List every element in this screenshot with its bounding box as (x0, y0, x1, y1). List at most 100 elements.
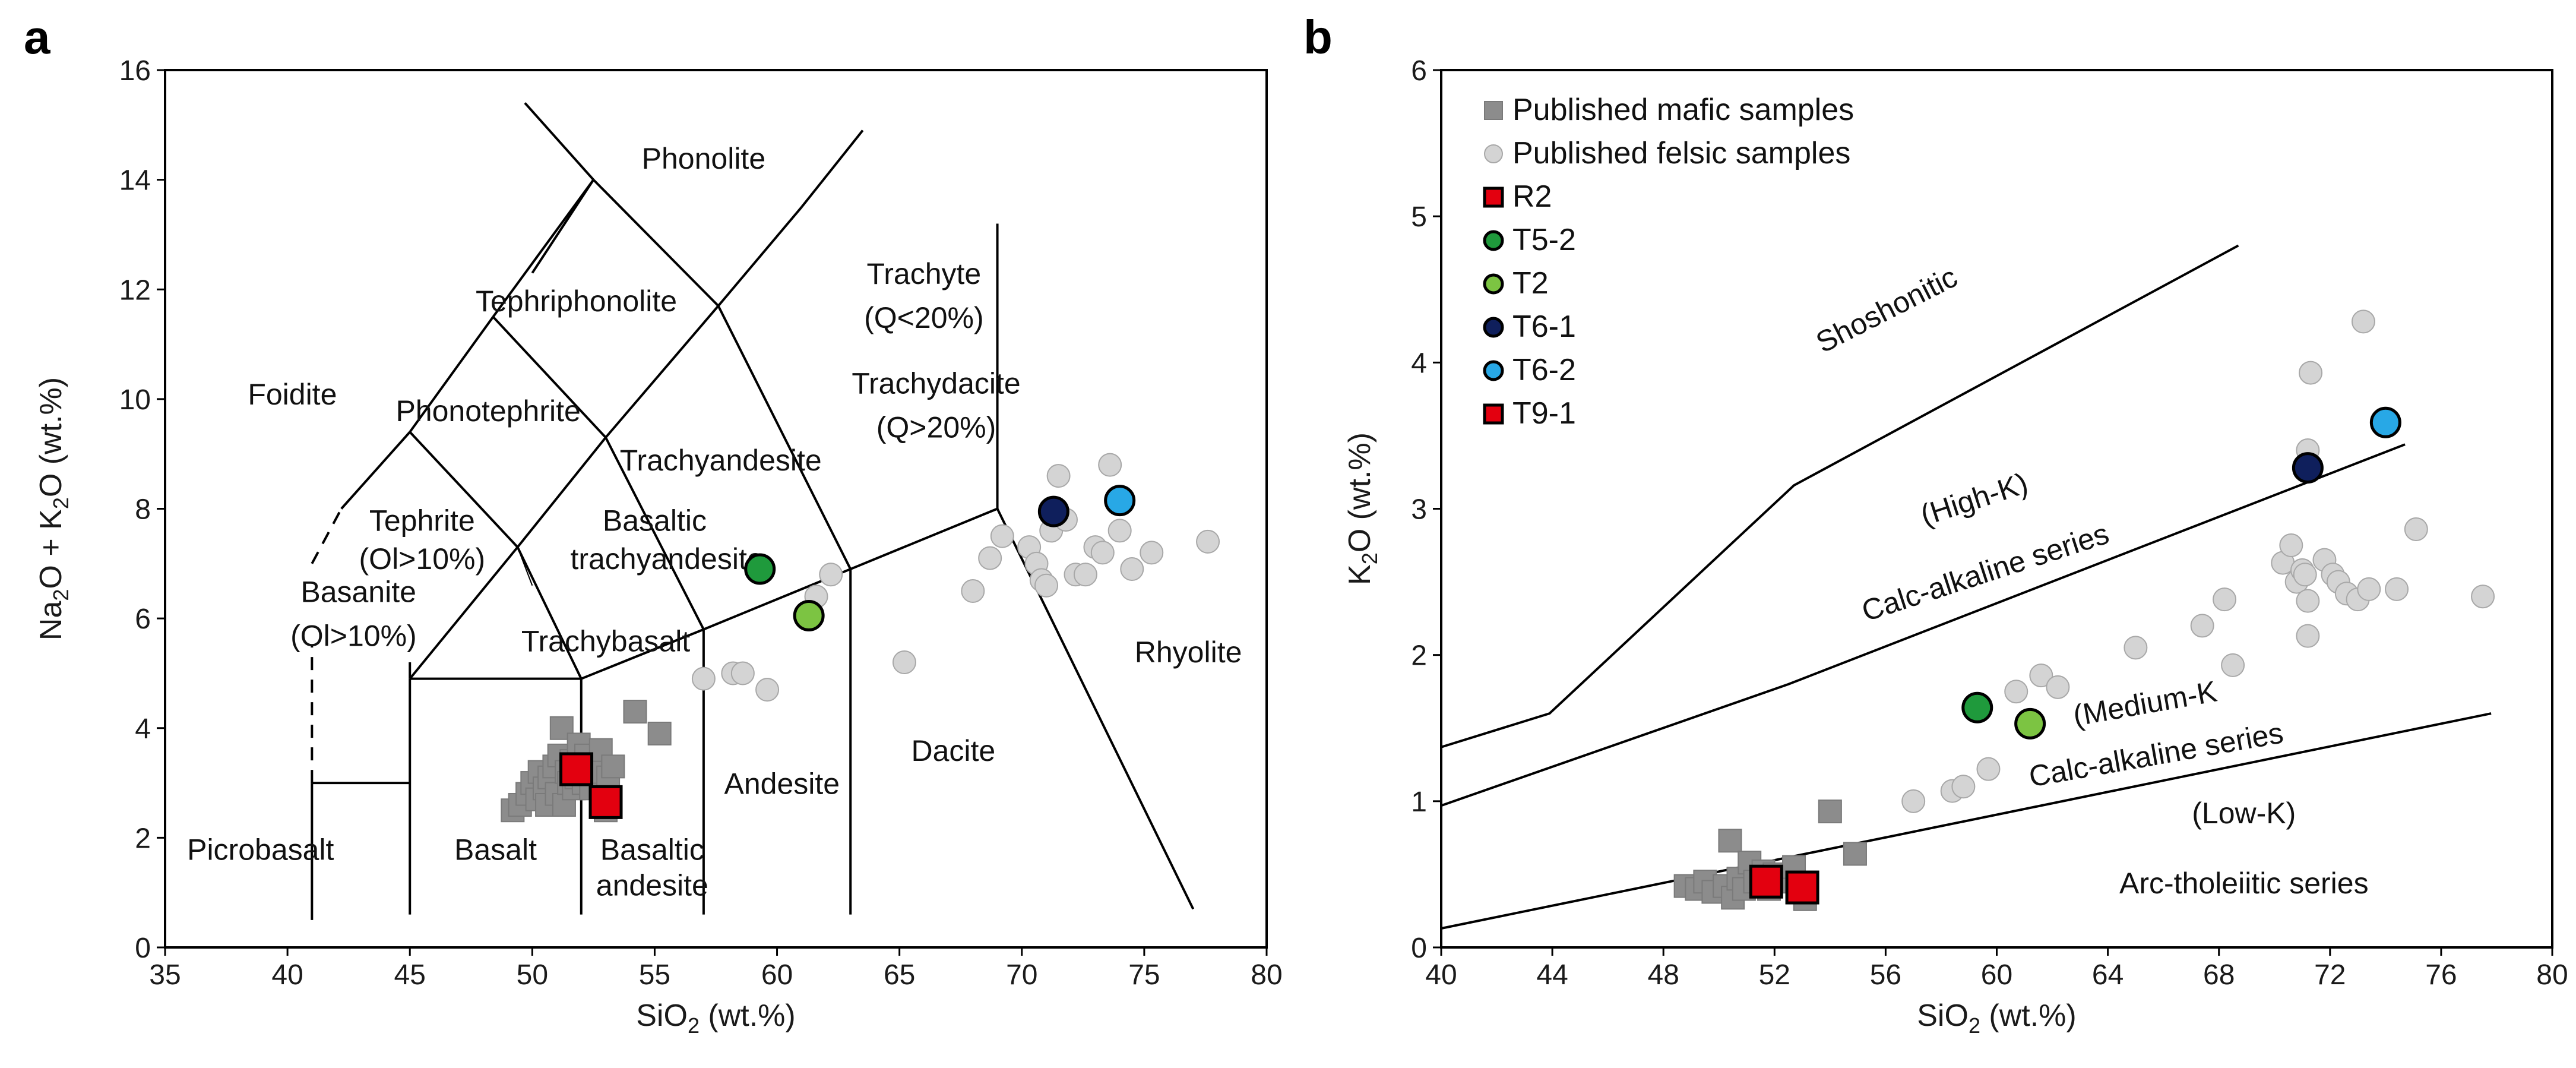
legend-label-published-mafic-samples: Published mafic samples (1512, 93, 1854, 127)
field-boundary-a (492, 179, 595, 318)
y-tick-label-a: 6 (135, 603, 151, 635)
field-label-andesite: Andesite (724, 767, 840, 801)
data-point-published-felsic-samples (2004, 680, 2028, 704)
data-point-published-felsic-samples (2221, 653, 2245, 677)
legend-label-r2: R2 (1512, 179, 1552, 214)
data-point-published-felsic-samples (2046, 675, 2070, 699)
x-tick-label-a: 75 (1128, 959, 1160, 991)
field-label-arc-tholeiitic-series: Arc-tholeiitic series (2119, 867, 2369, 900)
field-label-trachyandesite: trachyandesite (570, 542, 763, 576)
field-label-trachydacite: Trachydacite (852, 367, 1020, 400)
data-point-published-felsic-samples (819, 563, 843, 587)
legend-label-t6-1: T6-1 (1512, 309, 1576, 344)
data-point-published-felsic-samples (2279, 533, 2303, 558)
x-tick-label-a: 70 (1006, 959, 1037, 991)
data-point-published-felsic-samples (990, 524, 1014, 548)
x-tick-label-b: 44 (1536, 959, 1568, 991)
field-boundary-a (517, 437, 607, 548)
field-label-dacite: Dacite (911, 734, 995, 767)
field-label-basanite: Basanite (300, 575, 416, 608)
x-tick-label-b: 56 (1870, 959, 1901, 991)
data-point-published-felsic-samples (755, 678, 780, 702)
field-label-low-k: (Low-K) (2192, 797, 2296, 830)
x-tick-label-a: 80 (1251, 959, 1282, 991)
field-label-medium-k: (Medium-K (2071, 675, 2219, 733)
x-tick-label-b: 64 (2092, 959, 2124, 991)
field-label-foidite: Foidite (248, 378, 337, 411)
data-point-r2 (559, 752, 594, 786)
field-boundary-dashed-a (311, 508, 343, 564)
field-label-ol-10: (Ol>10%) (290, 619, 417, 652)
data-point-t9-1 (588, 785, 623, 819)
data-point-published-felsic-samples (2296, 589, 2320, 613)
x-tick-label-b: 52 (1759, 959, 1790, 991)
data-point-published-felsic-samples (2124, 636, 2148, 660)
data-point-t5-2 (1961, 691, 1993, 723)
x-tick-label-a: 35 (149, 959, 181, 991)
y-tick-label-b: 6 (1411, 55, 1427, 87)
field-label-basaltic: Basaltic (603, 504, 707, 537)
field-boundary-b (1441, 443, 2406, 807)
x-tick-label-b: 60 (1981, 959, 2012, 991)
data-point-published-felsic-samples (2471, 584, 2495, 609)
legend-label-t5-2: T5-2 (1512, 223, 1576, 257)
y-tick-label-a: 10 (119, 384, 151, 416)
y-tick-label-a: 8 (135, 494, 151, 526)
field-boundary-thin-a (517, 546, 533, 586)
data-point-published-felsic-samples (2213, 587, 2237, 612)
field-boundary-a (409, 431, 519, 548)
data-point-published-felsic-samples (2404, 517, 2428, 541)
data-point-published-felsic-samples (1098, 453, 1122, 477)
field-boundary-a (409, 316, 494, 433)
field-label-basalt: Basalt (454, 833, 537, 866)
field-boundary-a (717, 305, 852, 570)
data-point-published-felsic-samples (961, 579, 985, 603)
panel-label-b: b (1303, 11, 1333, 64)
legend-marker-t2 (1483, 273, 1504, 295)
x-tick-label-b: 76 (2425, 959, 2457, 991)
field-label-trachybasalt: Trachybasalt (521, 625, 690, 658)
legend: Published mafic samples Published felsic … (1483, 93, 1854, 431)
x-tick-label-b: 80 (2536, 959, 2568, 991)
data-point-published-mafic-samples (1718, 829, 1742, 853)
x-axis-label-a: SiO2 (wt.%) (636, 999, 795, 1038)
y-tick-label-a: 16 (119, 55, 151, 87)
field-boundary-b (1441, 712, 2492, 930)
field-label-phonotephrite: Phonotephrite (395, 394, 580, 428)
field-label-andesite: andesite (596, 868, 708, 902)
field-boundary-a (524, 102, 594, 181)
plot-frame-a (164, 69, 1268, 949)
y-tick-label-a: 12 (119, 274, 151, 306)
field-label-q-20: (Q<20%) (864, 301, 983, 334)
data-point-r2 (1749, 864, 1783, 899)
legend-marker-t9-1 (1483, 403, 1504, 425)
data-point-published-mafic-samples (1818, 800, 1842, 824)
field-boundary-a (996, 508, 1195, 910)
x-tick-label-b: 72 (2314, 959, 2346, 991)
y-tick-label-b: 3 (1411, 494, 1427, 526)
data-point-published-felsic-samples (1951, 775, 1976, 799)
legend-marker-published-mafic-samples (1484, 101, 1503, 120)
field-boundary-a (592, 179, 720, 307)
data-point-published-mafic-samples (647, 721, 672, 745)
field-boundary-a (717, 206, 803, 307)
y-tick-label-b: 5 (1411, 201, 1427, 233)
x-tick-label-a: 40 (271, 959, 303, 991)
legend-label-t6-2: T6-2 (1512, 353, 1576, 387)
data-point-published-mafic-samples (623, 700, 647, 724)
data-point-published-mafic-samples (601, 754, 625, 779)
x-tick-label-b: 48 (1648, 959, 1679, 991)
x-tick-label-a: 50 (517, 959, 548, 991)
data-point-t9-1 (1785, 870, 1819, 905)
field-label-rhyolite: Rhyolite (1135, 636, 1242, 669)
field-boundary-a (800, 129, 864, 208)
y-tick-label-a: 4 (135, 713, 151, 745)
field-boundary-a (492, 316, 607, 438)
data-point-published-felsic-samples (2299, 361, 2323, 385)
field-boundary-a (340, 431, 411, 510)
data-point-t2 (2014, 707, 2046, 740)
y-tick-label-a: 2 (135, 823, 151, 854)
data-point-published-felsic-samples (1034, 573, 1058, 598)
x-tick-label-b: 40 (1425, 959, 1457, 991)
